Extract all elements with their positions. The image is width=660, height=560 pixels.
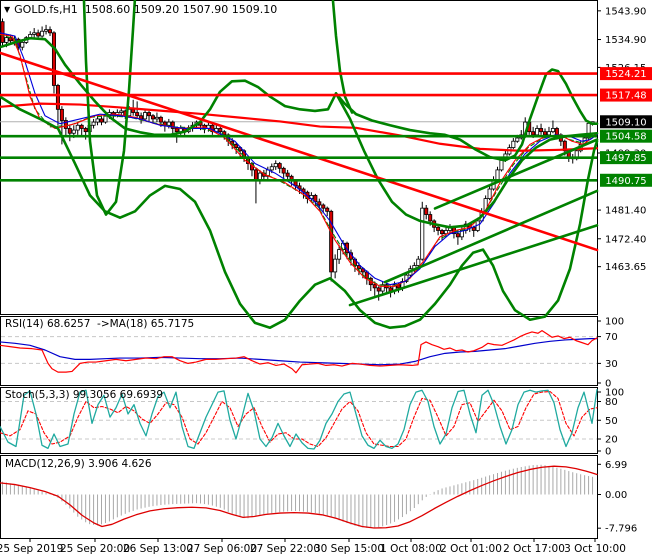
macd-indicator-label: MACD(12,26,9) 3.906 4.626	[5, 458, 152, 470]
horizontal-levels	[0, 72, 597, 182]
svg-text:27 Sep 06:00: 27 Sep 06:00	[187, 543, 257, 555]
svg-text:100: 100	[605, 388, 624, 399]
svg-text:1 Oct 08:00: 1 Oct 08:00	[380, 543, 442, 555]
svg-text:1463.65: 1463.65	[605, 262, 646, 273]
svg-text:25 Sep 2019: 25 Sep 2019	[0, 543, 63, 555]
svg-text:0: 0	[605, 447, 611, 458]
stoch-indicator-label: Stoch(5,3,3) 99.3056 69.6939	[5, 389, 164, 401]
svg-text:50: 50	[605, 416, 618, 427]
svg-text:1497.85: 1497.85	[605, 153, 646, 164]
svg-text:1543.90: 1543.90	[605, 6, 646, 17]
svg-text:1524.21: 1524.21	[605, 69, 646, 80]
svg-text:1490.75: 1490.75	[605, 176, 646, 187]
macd-pane: 6.99 0.00 -7.796	[0, 460, 637, 535]
svg-text:27 Sep 22:00: 27 Sep 22:00	[250, 543, 320, 555]
svg-text:1504.58: 1504.58	[605, 132, 646, 143]
svg-text:1517.48: 1517.48	[605, 91, 646, 102]
svg-text:1509.10: 1509.10	[605, 117, 646, 128]
symbol-dropdown-arrow[interactable]: ▼	[4, 5, 11, 14]
price-axis-labels: 1524.21 1517.48 1509.10 1504.58 1497.85 1490.…	[600, 67, 652, 187]
svg-text:2 Oct 17:00: 2 Oct 17:00	[503, 543, 565, 555]
rsi-indicator-label: RSI(14) 68.6257 ->MA(18) 65.7175	[5, 318, 195, 330]
svg-text:1472.40: 1472.40	[605, 234, 646, 245]
svg-text:100: 100	[605, 317, 624, 328]
symbol-title: ▼ GOLD.fs,H1 1508.60 1509.20 1507.90 1509…	[4, 3, 277, 16]
svg-text:6.99: 6.99	[605, 460, 627, 471]
svg-text:1534.90: 1534.90	[605, 35, 646, 46]
svg-text:30: 30	[605, 359, 618, 370]
svg-text:0.00: 0.00	[605, 490, 627, 501]
svg-text:26 Sep 13:00: 26 Sep 13:00	[123, 543, 193, 555]
symbol-ohlc-text: GOLD.fs,H1 1508.60 1509.20 1507.90 1509.…	[14, 3, 278, 16]
svg-text:80: 80	[605, 397, 618, 408]
svg-text:0: 0	[605, 379, 611, 390]
svg-text:-7.796: -7.796	[605, 524, 637, 535]
svg-text:70: 70	[605, 332, 618, 343]
svg-text:2 Oct 01:00: 2 Oct 01:00	[440, 543, 502, 555]
svg-text:3 Oct 10:00: 3 Oct 10:00	[564, 543, 626, 555]
svg-text:25 Sep 20:00: 25 Sep 20:00	[60, 543, 130, 555]
svg-text:1481.40: 1481.40	[605, 206, 646, 217]
rsi-pane: 100 70 30 0	[0, 317, 624, 390]
svg-text:20: 20	[605, 435, 618, 446]
trendlines	[0, 51, 599, 307]
svg-text:30 Sep 15:00: 30 Sep 15:00	[314, 543, 384, 555]
band-curves	[0, 0, 599, 330]
